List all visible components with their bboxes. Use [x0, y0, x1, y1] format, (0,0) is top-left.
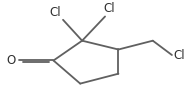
Text: Cl: Cl: [49, 6, 61, 19]
Text: Cl: Cl: [174, 49, 185, 61]
Text: O: O: [6, 54, 15, 67]
Text: Cl: Cl: [103, 2, 115, 15]
